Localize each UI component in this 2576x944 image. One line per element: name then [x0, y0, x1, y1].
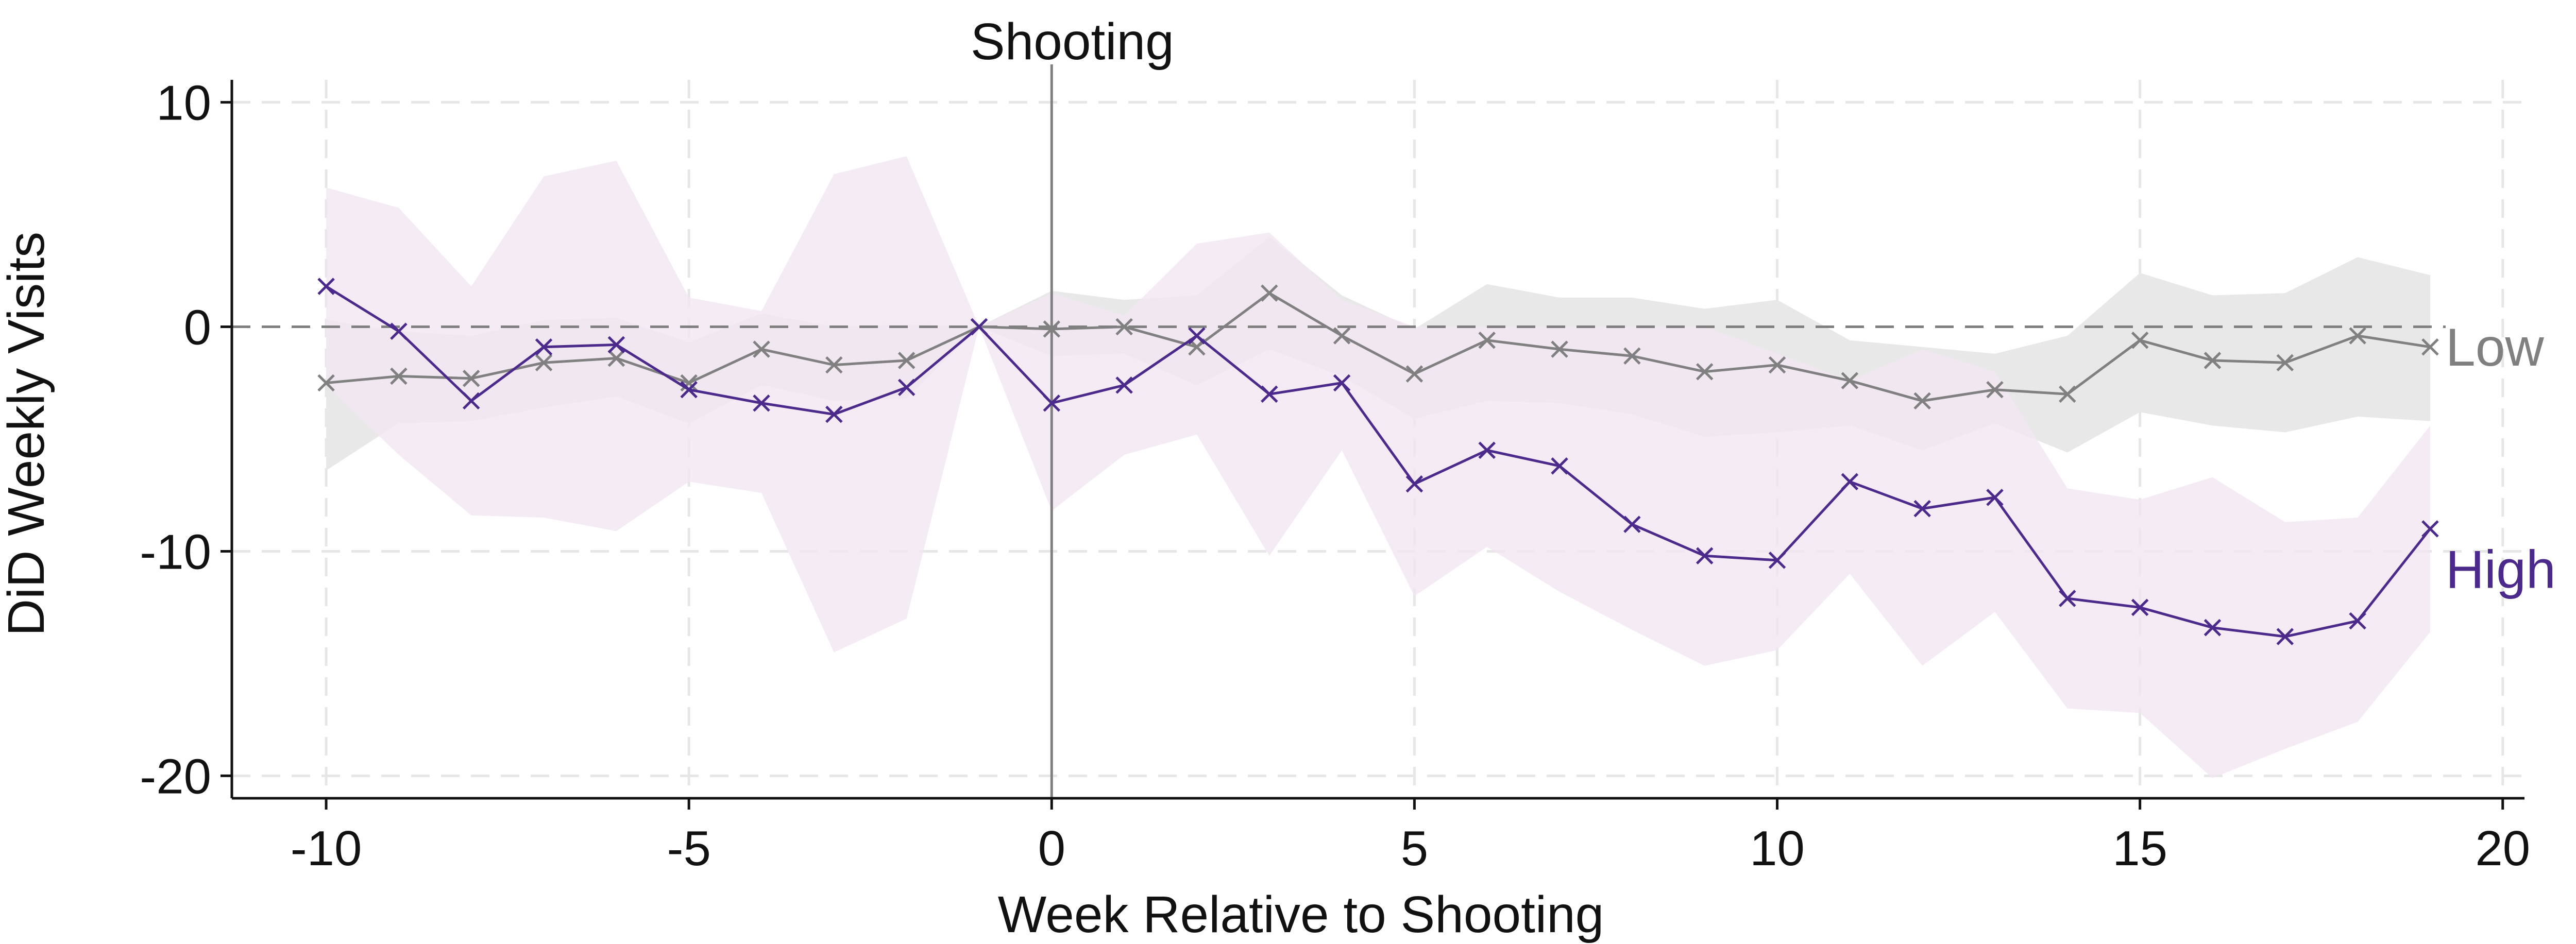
x-tick-label: 5 — [1401, 821, 1428, 876]
high-data-point — [680, 381, 698, 399]
high-data-point — [897, 379, 916, 397]
low-data-point — [1115, 318, 1133, 336]
high-data-point — [1261, 385, 1278, 403]
y-axis-title: DiD Weekly Visits — [0, 232, 55, 636]
high-data-point — [1115, 376, 1133, 394]
low-data-point — [1551, 340, 1568, 358]
high-data-point — [2204, 619, 2222, 637]
y-tick-label: 10 — [156, 76, 211, 131]
low-data-point — [1696, 363, 1714, 381]
grid-lines — [232, 80, 2524, 798]
x-tick-label: 10 — [1750, 821, 1805, 876]
low-data-point — [1913, 392, 1931, 410]
low-data-point — [753, 340, 770, 358]
low-data-point — [1841, 372, 1859, 389]
high-data-point — [317, 278, 335, 295]
low-data-point — [2349, 327, 2366, 345]
axes: -10 -5 0 5 10 15 20 10 0 -10 -20 — [140, 76, 2530, 876]
high-data-point — [1478, 441, 1496, 459]
high-ci-band — [326, 156, 2430, 778]
low-data-point — [680, 374, 698, 392]
low-data-point — [1986, 381, 2004, 399]
x-axis-title: Week Relative to Shooting — [998, 886, 1604, 943]
high-data-point — [535, 338, 553, 356]
high-data-point — [825, 405, 843, 423]
low-data-point — [2276, 354, 2294, 372]
high-data-point — [1768, 552, 1786, 569]
low-data-point — [462, 370, 480, 387]
high-series-label: High — [2446, 540, 2556, 599]
high-data-point — [390, 322, 408, 340]
high-data-point — [753, 394, 770, 412]
high-data-point — [1333, 374, 1351, 392]
low-data-point — [1768, 356, 1786, 374]
high-data-point — [1696, 547, 1714, 564]
x-tick-label: -5 — [667, 821, 711, 876]
x-tick-label: 15 — [2112, 821, 2167, 876]
x-tick-label: -10 — [291, 821, 362, 876]
high-data-point — [1188, 327, 1206, 345]
low-data-point — [390, 367, 408, 385]
low-data-point — [2204, 352, 2222, 369]
low-data-point — [1478, 331, 1496, 349]
low-data-point — [1333, 327, 1351, 345]
low-data-point — [1261, 284, 1278, 302]
high-data-point — [1986, 489, 2004, 506]
x-tick-label: 20 — [2475, 821, 2530, 876]
high-data-point — [2349, 612, 2366, 630]
y-tick-label: 0 — [184, 300, 211, 355]
high-data-point — [2059, 590, 2076, 607]
high-data-point — [607, 336, 625, 354]
shooting-annotation: Shooting — [971, 13, 1174, 71]
confidence-bands — [326, 156, 2430, 778]
high-data-point — [2131, 598, 2149, 616]
text-labels: Week Relative to Shooting DiD Weekly Vis… — [0, 13, 2556, 943]
low-data-point — [2059, 385, 2076, 403]
high-data-point — [462, 392, 480, 410]
low-data-point — [317, 374, 335, 392]
low-data-point — [535, 354, 553, 372]
low-data-point — [607, 349, 625, 367]
low-data-point — [1405, 365, 1423, 383]
low-data-point — [1623, 347, 1641, 365]
low-series-line — [326, 291, 2431, 402]
data-series — [317, 278, 2439, 645]
reference-lines — [232, 64, 2446, 798]
low-data-point — [1043, 320, 1061, 338]
high-data-point — [1623, 516, 1641, 533]
low-data-point — [897, 352, 916, 369]
x-tick-label: 0 — [1038, 821, 1065, 876]
low-data-point — [825, 356, 843, 374]
high-data-point — [970, 318, 988, 336]
high-data-point — [2421, 520, 2439, 538]
high-data-point — [1043, 394, 1061, 412]
y-tick-label: -10 — [140, 524, 211, 579]
high-data-point — [2276, 628, 2294, 645]
y-tick-label: -20 — [140, 749, 211, 804]
high-data-point — [1841, 473, 1859, 491]
high-data-point — [1405, 475, 1423, 493]
high-series-line — [325, 285, 2431, 638]
low-data-point — [2131, 331, 2149, 349]
high-data-point — [1913, 500, 1931, 518]
low-series-label: Low — [2446, 318, 2545, 377]
high-data-point — [1551, 457, 1568, 475]
low-data-point — [2421, 338, 2439, 356]
